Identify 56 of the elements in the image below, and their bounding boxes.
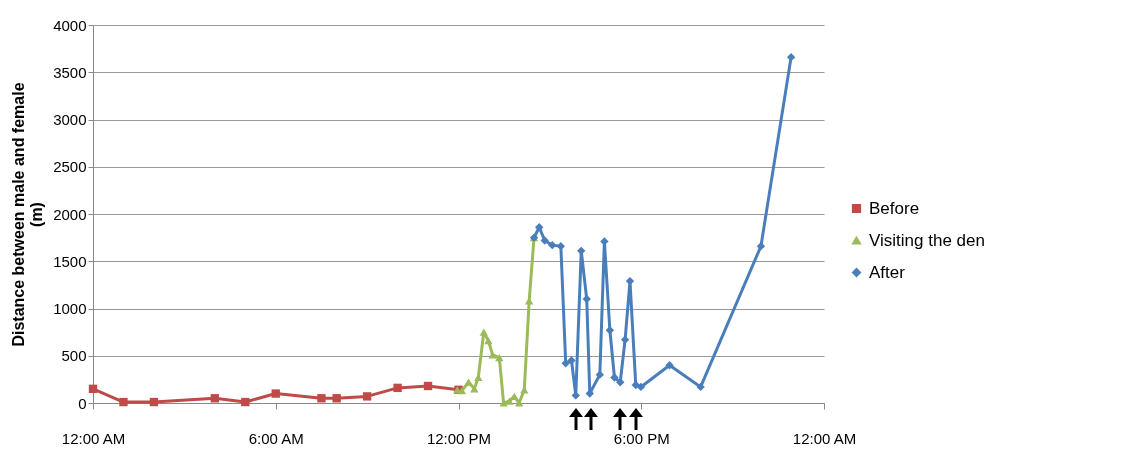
- point: [241, 397, 250, 407]
- point: [484, 337, 493, 345]
- point: [457, 387, 467, 395]
- x-tick-label: 12:00 AM: [61, 429, 126, 447]
- point: [556, 241, 566, 251]
- y-tick-label: 0: [78, 394, 87, 412]
- point: [499, 399, 508, 407]
- point: [610, 373, 619, 382]
- point: [567, 356, 576, 365]
- point: [464, 378, 473, 386]
- point: [786, 52, 796, 62]
- point: [317, 394, 326, 403]
- point: [88, 384, 98, 394]
- point: [540, 236, 549, 245]
- point: [119, 397, 128, 407]
- y-tick-label: 500: [61, 347, 87, 365]
- point: [571, 391, 580, 400]
- legend-label: Visiting the den: [869, 230, 985, 250]
- y-tick-label: 4000: [53, 16, 87, 34]
- point: [495, 354, 504, 362]
- point: [505, 397, 514, 405]
- point: [510, 392, 519, 401]
- point: [582, 294, 591, 304]
- point: [585, 389, 594, 398]
- x-tick-label: 6:00 AM: [248, 429, 304, 447]
- point: [535, 223, 544, 232]
- y-tick-label: 1000: [53, 300, 87, 317]
- point: [271, 389, 280, 398]
- point: [149, 397, 159, 407]
- point: [393, 383, 402, 393]
- x-tick-label: 12:00 AM: [792, 429, 857, 447]
- y-axis-title: Distance between male and female (m): [10, 82, 46, 347]
- legend-label: After: [869, 262, 906, 282]
- point: [548, 241, 557, 250]
- point: [665, 361, 674, 370]
- point: [595, 370, 605, 379]
- y-tick-label: 3500: [53, 63, 87, 81]
- y-tick-label: 3000: [53, 111, 87, 128]
- y-tick-label: 1500: [53, 252, 87, 270]
- point: [616, 378, 625, 387]
- point: [488, 351, 497, 359]
- point: [362, 392, 372, 401]
- point: [620, 335, 630, 344]
- point: [210, 394, 220, 403]
- y-tick-label: 2500: [53, 158, 87, 176]
- y-tick-label: 2000: [53, 205, 87, 223]
- x-tick-label: 6:00 PM: [613, 429, 670, 447]
- point: [696, 382, 705, 392]
- point: [605, 326, 615, 335]
- point: [332, 394, 341, 403]
- point: [636, 382, 646, 392]
- legend-label: Before: [869, 198, 920, 218]
- x-tick-label: 12:00 PM: [426, 429, 492, 447]
- point: [423, 381, 433, 391]
- point: [561, 359, 570, 368]
- point: [479, 328, 488, 336]
